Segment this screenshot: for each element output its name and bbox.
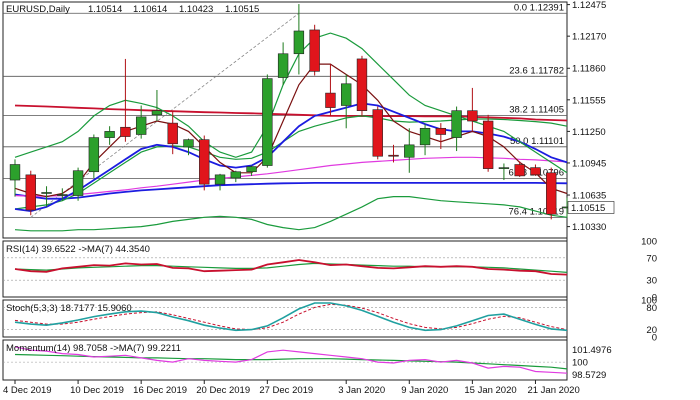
fib-level-label: 23.6 1.11782 <box>509 65 564 76</box>
candle-body <box>41 192 52 194</box>
ohlc-value: 1.10614 <box>133 4 167 15</box>
x-tick-label: 4 Dec 2019 <box>3 385 52 396</box>
price-overlay-line <box>14 63 568 198</box>
candle-body <box>514 164 525 177</box>
candle-body <box>230 171 241 179</box>
fib-level-label: 50.0 1.11101 <box>510 136 564 147</box>
stoch-line <box>14 303 568 331</box>
rsi-line <box>14 259 568 276</box>
price-tick-label: 1.12475 <box>572 0 606 11</box>
price-tick-label: 1.10635 <box>572 191 606 202</box>
candle-body <box>388 154 399 157</box>
fib-level-label: 0.0 1.12391 <box>514 2 564 13</box>
candle-body <box>151 110 163 116</box>
candle-body <box>451 110 462 138</box>
momentum-line <box>14 346 568 374</box>
rsi-panel: RSI(14) 39.6522 ->MA(7) 44.3540 100 70 30 0 <box>3 237 657 304</box>
candle-body <box>293 30 305 55</box>
stoch-header: Stoch(5,3,3) 18.7177 15.9060 <box>6 303 132 314</box>
candle-body <box>9 164 21 181</box>
momentum-tick-label: 98.5729 <box>572 370 606 381</box>
price-tick-label: 1.10330 <box>572 222 606 233</box>
candle-body <box>482 120 494 169</box>
x-tick-label: 10 Dec 2019 <box>70 385 124 396</box>
price-overlay-line <box>14 181 568 200</box>
momentum-panel: Momentum(14) 98.7058 ->MA(7) 99.2211 101.… <box>3 343 612 381</box>
ohlc-value: 1.10423 <box>179 4 213 15</box>
stoch-line <box>14 302 568 332</box>
panel-frames <box>2 1 568 381</box>
candle-body <box>25 174 36 211</box>
candle-body <box>120 126 131 137</box>
candle-body <box>498 167 510 169</box>
candle-body <box>57 194 68 196</box>
x-tick-label: 9 Jan 2020 <box>401 385 448 396</box>
price-overlay-line <box>14 32 568 174</box>
candle-body <box>530 167 541 176</box>
x-tick-label: 16 Dec 2019 <box>133 385 187 396</box>
candle-body <box>104 131 115 138</box>
price-overlay-line <box>14 156 568 197</box>
x-tick-label: 3 Jan 2020 <box>338 385 385 396</box>
candle-body <box>309 29 320 72</box>
candle-body <box>467 110 478 122</box>
price-tick-label: 1.11555 <box>572 95 606 106</box>
momentum-tick-label: 101.4976 <box>572 345 612 356</box>
rsi-header: RSI(14) 39.6522 ->MA(7) 44.3540 <box>6 244 150 255</box>
x-tick-label: 21 Jan 2020 <box>527 385 579 396</box>
stoch-tick-label: 20 <box>646 325 657 336</box>
candle-body <box>404 144 415 158</box>
candle-body <box>356 58 368 111</box>
current-price-label: 1.10515 <box>571 203 605 214</box>
rsi-tick-label: 70 <box>646 253 657 264</box>
x-tick-label: 27 Dec 2019 <box>259 385 313 396</box>
x-axis: 4 Dec 2019 10 Dec 2019 16 Dec 2019 20 Dec 2… <box>3 380 580 396</box>
candle-body <box>419 127 431 146</box>
price-tick-label: 1.11250 <box>572 127 606 138</box>
momentum-header: Momentum(14) 98.7058 ->MA(7) 99.2211 <box>6 343 181 354</box>
candle-body <box>167 122 178 145</box>
candle-body <box>88 137 100 173</box>
ohlc-value: 1.10515 <box>225 4 259 15</box>
candle-body <box>546 172 557 215</box>
candle-body <box>246 166 257 173</box>
panel-frame-price <box>2 1 568 239</box>
x-tick-label: 15 Jan 2020 <box>464 385 516 396</box>
price-tick-label: 1.11860 <box>572 64 606 75</box>
momentum-tick-label: 100 <box>572 358 588 369</box>
fib-level-label: 38.2 1.11405 <box>509 104 564 115</box>
chart-symbol: EURUSD,Daily <box>6 4 70 15</box>
price-panel: 0.0 1.12391 23.6 1.11782 38.2 1.11405 50.0 … <box>3 0 615 233</box>
candle-body <box>372 109 383 157</box>
rsi-tick-label: 100 <box>641 237 657 248</box>
candle-body <box>183 139 194 148</box>
price-tick-label: 1.12170 <box>572 32 606 43</box>
rsi-tick-label: 30 <box>646 276 657 287</box>
candle-body <box>277 53 289 78</box>
candle-body <box>72 170 84 196</box>
candle-body <box>199 139 210 185</box>
price-overlay-line <box>14 196 568 232</box>
candle-body <box>341 83 352 106</box>
stoch-tick-label: 0 <box>652 333 657 344</box>
candle-body <box>262 78 273 166</box>
candle-body <box>435 127 447 135</box>
price-tick-label: 1.10945 <box>572 158 606 169</box>
rsi-tick-label: 0 <box>652 293 657 304</box>
stoch-tick-label: 100 <box>641 296 657 307</box>
stoch-tick-label: 80 <box>646 303 657 314</box>
x-tick-label: 20 Dec 2019 <box>196 385 250 396</box>
candle-body <box>325 92 336 108</box>
ohlc-value: 1.10514 <box>88 4 122 15</box>
candle-body <box>135 116 147 135</box>
current-price-box <box>567 201 615 214</box>
candle-body <box>214 174 226 185</box>
